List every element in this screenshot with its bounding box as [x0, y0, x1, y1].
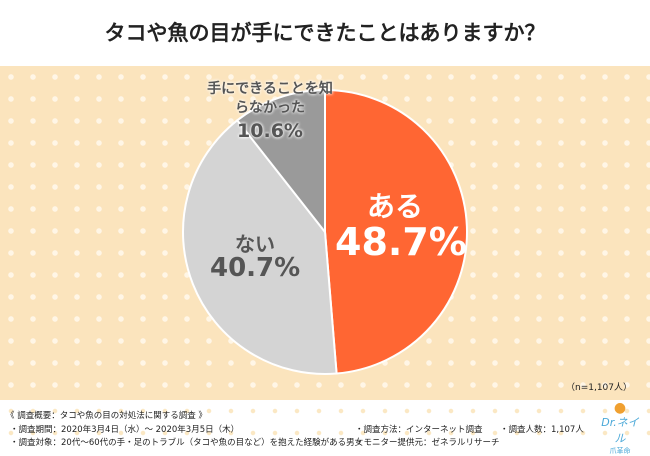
survey-heading: 《 調査概要：タコや魚の目の対処法に関する調査 》 [6, 411, 207, 421]
chart-title: タコや魚の目が手にできたことはありますか？ [0, 0, 650, 66]
survey-count: ・調査人数：1,107人 [500, 425, 584, 435]
sample-size-note: （n=1,107人） [565, 383, 632, 393]
value-aru: 48.7% [335, 220, 467, 264]
pie-slice-0 [324, 88, 468, 375]
label-nai: ない [235, 232, 275, 256]
value-unknown: 10.6% [237, 120, 303, 142]
pie-slice-1 [182, 118, 338, 375]
logo-sub: 爪革命 [609, 447, 631, 455]
survey-method: ・調査方法：インターネット調査 [355, 425, 483, 435]
logo-foot-icon: ● [613, 400, 627, 416]
footer-background [0, 400, 650, 450]
logo: ● Dr.ネイル 爪革命 [598, 400, 642, 456]
survey-period: ・調査期間：2020年3月4日（水）～ 2020年3月5日（木） [10, 425, 240, 435]
survey-provider: ・モニター提供元：ゼネラルリサーチ [355, 438, 500, 448]
logo-text: Dr.ネイル [601, 416, 639, 445]
survey-target: ・調査対象：20代～60代の手・足のトラブル（タコや魚の目など）を抱えた経験があ… [10, 438, 364, 448]
pie-slice-2 [235, 88, 326, 235]
value-nai: 40.7% [210, 253, 301, 283]
label-unknown: 手にできることを知らなかった [207, 81, 333, 116]
label-aru: ある [366, 190, 423, 223]
